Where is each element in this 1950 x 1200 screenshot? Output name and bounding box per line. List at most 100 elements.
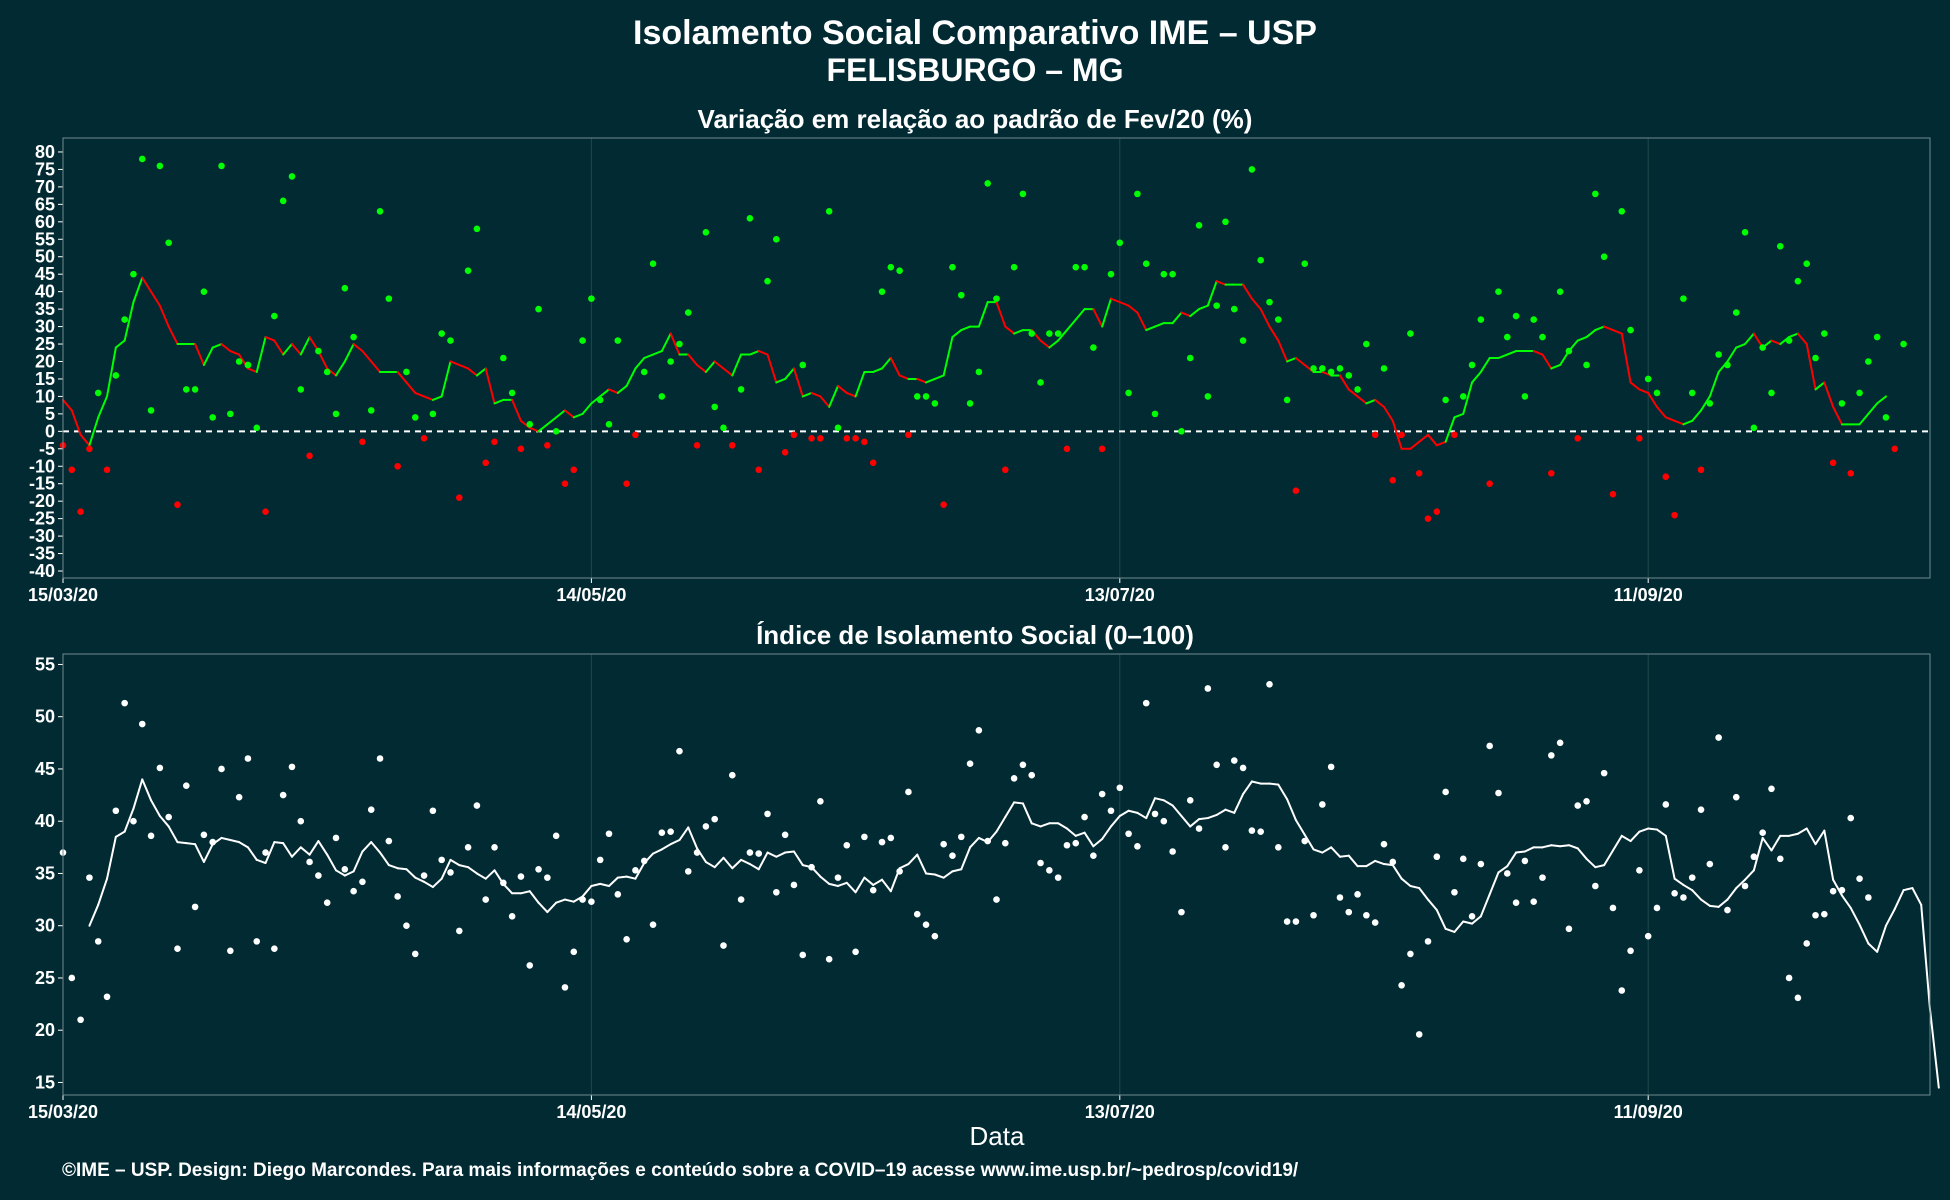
top-average-segment (828, 384, 839, 408)
bottom-average-segment (467, 866, 478, 875)
bottom-data-point (1257, 828, 1264, 835)
bottom-data-point (1847, 814, 1855, 822)
top-data-point (1680, 295, 1687, 302)
bottom-data-point (1680, 894, 1687, 901)
top-data-point (1010, 263, 1018, 271)
top-data-point (834, 424, 842, 432)
top-average-segment (687, 353, 699, 366)
bottom-average-segment (1796, 827, 1808, 835)
top-average-segment (1479, 357, 1491, 373)
top-average-segment (1550, 363, 1562, 370)
bottom-data-point (1776, 855, 1784, 863)
top-average-segment (1796, 332, 1808, 346)
top-average-segment (757, 350, 769, 356)
top-data-point (1186, 354, 1194, 362)
bottom-data-point (1230, 757, 1238, 764)
top-average-segment (731, 353, 743, 377)
top-average-segment (599, 388, 611, 398)
bottom-data-point (993, 896, 1000, 903)
bottom-data-point (1063, 841, 1071, 849)
top-average-segment (1268, 325, 1280, 342)
top-data-point (737, 386, 745, 393)
bottom-average-segment (942, 870, 954, 879)
bottom-data-point (1556, 739, 1564, 747)
bottom-data-point (544, 874, 551, 881)
top-average-segment (775, 377, 787, 384)
top-data-point (1565, 347, 1573, 355)
bottom-average-segment (528, 890, 540, 904)
bottom-average-segment (1180, 814, 1192, 828)
bottom-average-segment (881, 878, 892, 893)
bottom-data-point (323, 899, 331, 907)
bottom-average-segment (1074, 831, 1086, 837)
top-average-segment (652, 350, 663, 356)
bottom-data-point (861, 833, 868, 841)
bottom-data-point (852, 948, 859, 956)
bottom-data-point (1812, 911, 1819, 919)
top-data-point (1389, 476, 1397, 484)
top-data-point (720, 424, 727, 432)
bottom-average-segment (1814, 829, 1826, 846)
bottom-data-point (1116, 784, 1124, 792)
top-average-segment (361, 350, 373, 363)
top-average-segment (1638, 388, 1650, 394)
bottom-data-point (1019, 761, 1027, 769)
top-data-point (411, 414, 419, 421)
bottom-average-segment (282, 842, 293, 858)
bottom-data-point (350, 887, 357, 895)
top-average-segment (1418, 433, 1430, 443)
bottom-average-segment (819, 875, 831, 885)
bottom-data-point (341, 865, 349, 873)
top-average-segment (70, 409, 82, 436)
bottom-average-segment (414, 876, 426, 883)
top-average-segment (273, 339, 285, 356)
top-data-point (878, 288, 886, 295)
top-y-tick-label: 70 (35, 177, 55, 197)
top-average-segment (1726, 346, 1738, 363)
bottom-data-point (94, 938, 102, 945)
bottom-average-segment (660, 843, 672, 851)
top-average-segment (396, 370, 408, 384)
top-data-point (649, 260, 657, 268)
top-y-tick-label: 35 (35, 299, 55, 319)
top-data-point (1239, 337, 1247, 344)
bottom-y-tick-label: 30 (35, 916, 55, 936)
top-average-segment (106, 346, 117, 398)
top-data-point (773, 235, 780, 243)
top-data-point (1715, 351, 1722, 358)
top-average-segment (1198, 304, 1209, 311)
top-data-point (271, 312, 278, 320)
top-data-point (438, 330, 445, 337)
top-data-point (1442, 396, 1449, 404)
bottom-average-segment (608, 876, 619, 887)
bottom-average-segment (1506, 851, 1518, 868)
bottom-average-segment (1065, 827, 1077, 837)
top-average-segment (660, 332, 672, 353)
top-data-point (147, 407, 155, 414)
bottom-data-point (887, 834, 895, 842)
bottom-average-segment (1118, 809, 1130, 817)
bottom-y-tick-label: 15 (35, 1072, 55, 1092)
top-data-point (764, 277, 771, 285)
bottom-data-point (843, 841, 851, 849)
bottom-data-point (279, 791, 287, 799)
top-average-segment (1453, 412, 1465, 419)
top-average-segment (97, 395, 109, 419)
top-average-segment (766, 353, 778, 384)
top-average-segment (1541, 353, 1553, 370)
bottom-data-point (1459, 855, 1467, 863)
top-data-point (1283, 396, 1291, 404)
top-average-segment (572, 412, 584, 419)
top-data-point (94, 389, 102, 397)
top-data-point (1741, 228, 1749, 236)
bottom-data-point (913, 910, 921, 918)
top-average-segment (1154, 322, 1165, 328)
top-y-tick-label: 55 (35, 229, 55, 249)
top-average-segment (581, 402, 593, 415)
bottom-average-segment (1788, 832, 1799, 837)
bottom-average-segment (387, 864, 399, 870)
bottom-average-segment (379, 851, 390, 867)
top-data-point (68, 466, 76, 474)
top-data-point (174, 501, 181, 508)
top-data-point (975, 368, 983, 376)
